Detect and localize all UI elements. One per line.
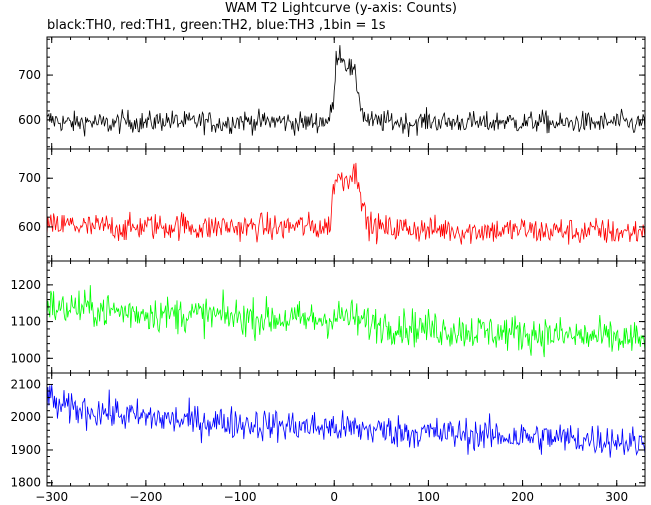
y-tick-label-1-0: 600 [18, 220, 41, 234]
x-tick-label-3: 0 [330, 490, 338, 504]
panel-frame-1 [46, 148, 646, 262]
panel-frame-3 [46, 372, 646, 487]
y-tick-label-2-1: 1100 [10, 315, 41, 329]
x-tick-label-6: 300 [605, 490, 628, 504]
chart-subtitle: black:TH0, red:TH1, green:TH2, blue:TH3 … [47, 18, 386, 33]
y-tick-label-2-2: 1200 [10, 278, 41, 292]
series-line-0 [47, 45, 645, 138]
y-tick-label-3-3: 2100 [10, 377, 41, 391]
y-tick-label-0-0: 600 [18, 113, 41, 127]
series-line-1 [47, 162, 645, 245]
y-tick-label-3-1: 1900 [10, 443, 41, 457]
x-axis: −300 −200 −100 0 100 200 300 [35, 490, 628, 504]
chart-title: WAM T2 Lightcurve (y-axis: Counts) [225, 1, 457, 16]
panel-2: 1000 1100 1200 [10, 260, 646, 374]
y-tick-label-3-2: 2000 [10, 410, 41, 424]
y-tick-label-2-0: 1000 [10, 351, 41, 365]
x-tick-label-2: −100 [224, 490, 257, 504]
panel-frame-0 [46, 36, 646, 150]
panel-3: 1800 1900 2000 2100 [10, 372, 646, 490]
x-tick-label-1: −200 [129, 490, 162, 504]
y-tick-label-0-1: 700 [18, 68, 41, 82]
y-tick-label-1-1: 700 [18, 171, 41, 185]
panel-1: 600 700 [18, 148, 646, 262]
series-line-3 [47, 384, 645, 458]
x-tick-label-5: 200 [511, 490, 534, 504]
panel-0: 600 700 [18, 36, 646, 150]
x-tick-label-4: 100 [417, 490, 440, 504]
panels-group: 600 700 600 700 1000 1100 1200 1800 1900 2000 2100 [10, 36, 646, 490]
x-tick-label-0: −300 [35, 490, 68, 504]
series-line-2 [47, 285, 645, 358]
y-tick-label-3-0: 1800 [10, 476, 41, 490]
